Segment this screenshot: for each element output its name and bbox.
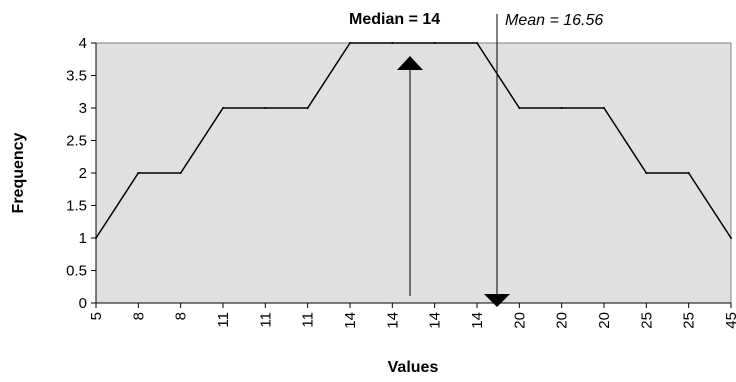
series-points bbox=[95, 42, 732, 239]
x-tick-label: 20 bbox=[596, 312, 613, 329]
y-tick-label: 3.5 bbox=[66, 68, 87, 85]
x-tick-label: 5 bbox=[88, 312, 105, 320]
x-tick-label: 11 bbox=[257, 312, 274, 328]
x-tick-label: 8 bbox=[173, 312, 190, 320]
x-tick-label: 14 bbox=[469, 312, 486, 329]
y-tick-label: 2.5 bbox=[66, 133, 87, 150]
data-point bbox=[518, 107, 521, 109]
data-point bbox=[603, 107, 605, 109]
x-tick-group: 5 8 8 11 11 11 14 14 14 14 20 20 20 25 25 45 bbox=[88, 303, 736, 329]
y-tick-label: 3 bbox=[79, 100, 87, 117]
x-tick-label: 11 bbox=[215, 312, 232, 328]
data-point bbox=[306, 107, 309, 109]
data-point bbox=[95, 237, 97, 239]
x-tick-label: 20 bbox=[554, 312, 571, 329]
median-label: Median = 14 bbox=[349, 11, 440, 28]
data-point bbox=[222, 107, 224, 109]
data-point bbox=[391, 42, 394, 44]
y-tick-label: 2 bbox=[79, 165, 87, 182]
data-point bbox=[560, 107, 563, 109]
data-point bbox=[645, 172, 648, 174]
series-line bbox=[95, 42, 732, 239]
x-tick-label: 14 bbox=[342, 312, 359, 329]
data-point bbox=[264, 107, 267, 109]
data-point bbox=[433, 42, 436, 44]
x-axis-title: Values bbox=[388, 359, 439, 376]
x-tick-label: 45 bbox=[723, 312, 736, 329]
plot-area bbox=[95, 42, 732, 304]
y-tick-group: 0 0.5 1 1.5 2 2.5 3 3.5 4 bbox=[66, 35, 96, 312]
y-tick-label: 0.5 bbox=[66, 263, 87, 280]
x-tick-label: 25 bbox=[638, 312, 655, 329]
y-tick-label: 1 bbox=[79, 230, 87, 247]
x-tick-label: 20 bbox=[511, 312, 528, 329]
y-axis-title: Frequency bbox=[10, 132, 27, 213]
x-tick-label: 11 bbox=[300, 312, 317, 328]
mean-arrow-head bbox=[484, 294, 510, 307]
y-tick-label: 0 bbox=[79, 295, 87, 312]
x-tick-label: 25 bbox=[681, 312, 698, 329]
data-point bbox=[730, 237, 732, 239]
data-point bbox=[179, 172, 182, 174]
x-tick-label: 8 bbox=[130, 312, 147, 320]
data-point bbox=[687, 172, 690, 174]
y-tick-label: 1.5 bbox=[66, 198, 87, 215]
data-point bbox=[476, 42, 478, 44]
x-tick-label: 14 bbox=[384, 312, 401, 329]
data-point bbox=[349, 42, 351, 44]
data-point bbox=[137, 172, 140, 174]
x-tick-label: 14 bbox=[427, 312, 444, 329]
y-tick-label: 4 bbox=[79, 35, 87, 52]
median-arrow-head bbox=[397, 56, 423, 70]
mean-label: Mean = 16.56 bbox=[505, 12, 603, 29]
